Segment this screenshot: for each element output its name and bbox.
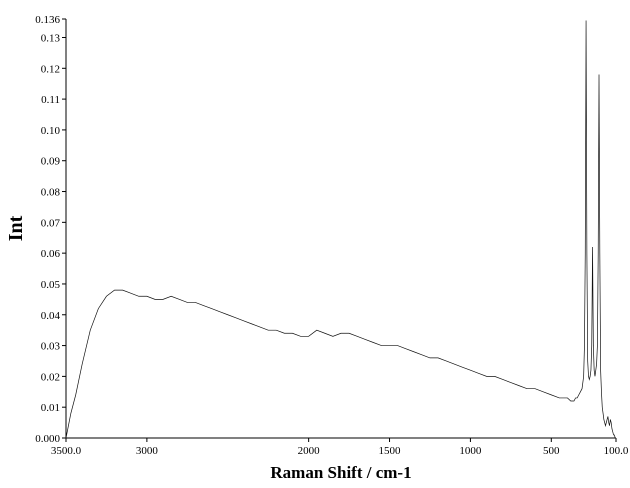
y-tick-label: 0.03 [41, 341, 61, 353]
x-tick-label: 500 [543, 445, 560, 457]
y-tick-label: 0.136 [35, 14, 60, 26]
x-tick-label: 1000 [459, 445, 482, 457]
x-tick-label: 3000 [136, 445, 159, 457]
y-tick-label: 0.12 [41, 63, 60, 75]
y-tick-label: 0.08 [41, 187, 61, 199]
y-tick-label: 0.04 [41, 310, 61, 322]
x-tick-label: 1500 [379, 445, 402, 457]
y-tick-label: 0.11 [41, 94, 60, 106]
y-axis-ticks: 0.000 0.01 0.02 0.03 0.04 0.05 0.06 0.07 0.08 0.0… [35, 14, 66, 445]
x-axis-title: Raman Shift / cm-1 [270, 463, 411, 482]
x-tick-label: 2000 [298, 445, 321, 457]
y-axis-title: Int [5, 215, 27, 241]
y-tick-label: 0.01 [41, 402, 60, 414]
y-tick-label: 0.09 [41, 156, 61, 168]
y-tick-label: 0.10 [41, 125, 61, 137]
x-tick-label: 3500.0 [51, 445, 82, 457]
y-tick-label: 0.05 [41, 279, 61, 291]
x-axis-ticks: 3500.0 3000 2000 1500 1000 500 100.0 [51, 438, 629, 457]
y-tick-label: 0.000 [35, 433, 60, 445]
axes [65, 19, 616, 439]
y-tick-label: 0.06 [41, 248, 61, 260]
y-tick-label: 0.02 [41, 371, 60, 383]
y-tick-label: 0.13 [41, 32, 61, 44]
spectrum-line [65, 20, 616, 439]
y-tick-label: 0.07 [41, 217, 61, 229]
x-tick-label: 100.0 [604, 445, 629, 457]
